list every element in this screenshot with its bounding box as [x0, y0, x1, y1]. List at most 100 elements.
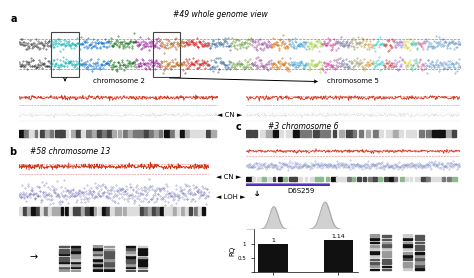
Bar [357, 177, 361, 181]
Bar [320, 177, 323, 181]
Bar [104, 251, 113, 253]
Bar [403, 244, 412, 247]
Bar [40, 207, 44, 215]
Bar [44, 207, 49, 215]
Bar [452, 130, 456, 137]
Bar [280, 130, 283, 137]
Bar [59, 262, 69, 263]
Bar [439, 130, 445, 137]
Bar [415, 254, 424, 257]
Bar [102, 130, 107, 137]
Bar [426, 130, 431, 137]
Bar [154, 31, 180, 77]
Bar [92, 245, 102, 247]
Bar [283, 177, 287, 181]
Bar [126, 261, 135, 263]
Bar [431, 177, 437, 181]
Bar [59, 267, 69, 269]
Bar [370, 262, 379, 264]
Bar [378, 177, 382, 181]
Bar [85, 207, 90, 215]
Bar [136, 207, 139, 215]
Bar [403, 264, 412, 267]
Bar [370, 259, 379, 260]
Bar [82, 207, 84, 215]
Bar [382, 242, 391, 244]
Bar [170, 130, 175, 137]
Bar [415, 247, 424, 250]
Bar [92, 248, 102, 250]
Bar [48, 207, 51, 215]
Text: b: b [9, 147, 17, 157]
Bar [333, 130, 336, 137]
Bar [293, 130, 300, 137]
Bar [104, 259, 113, 260]
Bar [383, 177, 388, 181]
Bar [415, 177, 421, 181]
Bar [104, 249, 113, 250]
Bar [403, 239, 412, 240]
Bar [138, 130, 145, 137]
Bar [415, 235, 424, 237]
Bar [126, 248, 135, 250]
Bar [31, 207, 36, 215]
Bar [177, 207, 179, 215]
Text: ◄ CN ►: ◄ CN ► [217, 112, 243, 118]
Bar [370, 234, 379, 237]
Bar [403, 254, 412, 257]
Bar [71, 253, 80, 255]
Bar [102, 207, 106, 215]
Bar [35, 130, 37, 137]
Bar [27, 207, 31, 215]
Bar [370, 245, 379, 247]
Bar [253, 130, 256, 137]
Text: ◄ LOH ►: ◄ LOH ► [216, 194, 245, 200]
Bar [370, 254, 379, 257]
Bar [368, 177, 374, 181]
Bar [437, 177, 442, 181]
Bar [69, 207, 74, 215]
Bar [268, 177, 271, 181]
Bar [359, 130, 364, 137]
Bar [415, 268, 424, 270]
Bar [137, 264, 147, 266]
Bar [71, 262, 80, 263]
Bar [382, 235, 391, 237]
Bar [452, 177, 456, 181]
Bar [131, 207, 135, 215]
Bar [137, 267, 147, 269]
Bar [366, 130, 370, 137]
Text: D6S259: D6S259 [287, 188, 315, 194]
Bar [19, 130, 25, 137]
Bar [81, 130, 84, 137]
Bar [412, 130, 416, 137]
Bar [66, 130, 68, 137]
Bar [266, 130, 273, 137]
Bar [405, 177, 408, 181]
Bar [389, 177, 393, 181]
Bar [195, 130, 200, 137]
Bar [185, 130, 189, 137]
Bar [98, 207, 101, 215]
Bar [370, 265, 379, 267]
Bar [107, 130, 113, 137]
Bar [40, 130, 45, 137]
Bar [258, 244, 288, 272]
Bar [24, 130, 30, 137]
Bar [202, 207, 205, 215]
Bar [126, 253, 135, 255]
Bar [382, 261, 391, 264]
Bar [382, 248, 391, 250]
Bar [104, 267, 113, 269]
Bar [59, 264, 69, 266]
Text: c: c [236, 122, 242, 131]
Bar [104, 269, 113, 271]
Bar [273, 177, 275, 181]
Bar [319, 130, 327, 137]
Bar [300, 130, 306, 137]
Bar [86, 130, 92, 137]
Bar [59, 253, 69, 255]
Text: #3 chromosome 6: #3 chromosome 6 [268, 122, 338, 131]
Bar [399, 130, 403, 137]
Bar [286, 130, 294, 137]
